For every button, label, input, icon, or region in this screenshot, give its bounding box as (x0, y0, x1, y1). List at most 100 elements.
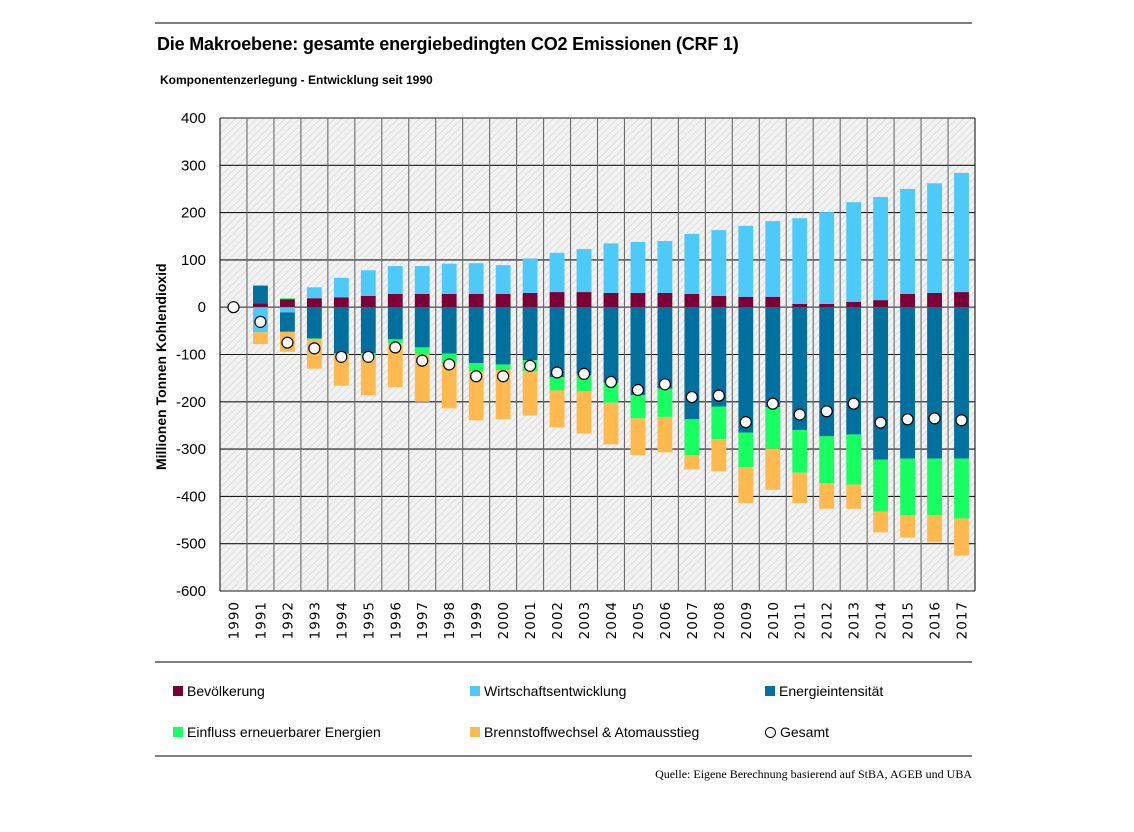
bar-segment-wirtschaftsentwicklung-1999 (468, 263, 484, 294)
bar-segment-energieintensit-t-2012 (819, 307, 835, 437)
total-marker-1997 (416, 354, 429, 367)
total-marker-2007 (685, 390, 698, 404)
bar-segment-energieintensit-t-2017 (954, 307, 969, 459)
bar-segment-wirtschaftsentwicklung-2005 (630, 241, 646, 294)
bar-segment-energieintensit-t-2015 (900, 307, 916, 459)
top-rule (155, 22, 972, 24)
bar-segment-wirtschaftsentwicklung-2001 (522, 258, 538, 294)
bar-segment-energieintensit-t-2003 (576, 307, 592, 376)
total-marker-2004 (604, 375, 618, 389)
bar-segment-einfluss-erneuerbarer-energien-2017 (954, 458, 969, 519)
bar-segment-bev-lkerung-2002 (549, 292, 565, 308)
bar-segment-bev-lkerung-2013 (846, 301, 862, 308)
bar-segment-energieintensit-t-1991 (253, 285, 268, 304)
bar-segment-bev-lkerung-2012 (819, 303, 835, 308)
chart-title: Die Makroebene: gesamte energiebedingten… (157, 34, 739, 54)
bar-segment-einfluss-erneuerbarer-energien-1997 (414, 347, 430, 355)
x-tick-label: 1996 (388, 601, 404, 639)
x-tick-label: 2007 (685, 601, 701, 639)
bar-segment-einfluss-erneuerbarer-energien-2004 (603, 382, 619, 403)
bar-segment-einfluss-erneuerbarer-energien-1999 (468, 363, 484, 372)
bar-segment-brennstoffwechsel-atomausstieg-1996 (387, 343, 403, 388)
bar-segment-brennstoffwechsel-atomausstieg-2002 (549, 390, 565, 428)
bar-segment-bev-lkerung-1999 (468, 293, 484, 308)
bar-segment-energieintensit-t-2013 (846, 307, 862, 435)
bar-segment-wirtschaftsentwicklung-2007 (684, 233, 700, 294)
bar-segment-einfluss-erneuerbarer-energien-2007 (684, 419, 700, 456)
bar-segment-bev-lkerung-2000 (495, 293, 511, 308)
bar-segment-einfluss-erneuerbarer-energien-2009 (738, 432, 754, 468)
bar-segment-energieintensit-t-2010 (765, 307, 781, 408)
x-tick-label: 2000 (496, 601, 512, 639)
bar-segment-energieintensit-t-1996 (387, 307, 403, 340)
legend-label: Gesamt (780, 724, 830, 740)
total-marker-1992 (281, 336, 294, 349)
legend-item-erneuerbare: Einfluss erneuerbarer Energien (173, 724, 381, 740)
bar-segment-brennstoffwechsel-atomausstieg-2005 (630, 418, 646, 456)
bar-segment-energieintensit-t-2001 (522, 307, 538, 361)
bar-segment-energieintensit-t-1992 (279, 312, 295, 332)
x-tick-label: 2004 (604, 601, 620, 639)
bar-segment-einfluss-erneuerbarer-energien-1996 (387, 339, 403, 344)
bar-segment-wirtschaftsentwicklung-2003 (576, 249, 592, 293)
legend-swatch (173, 686, 183, 696)
bar-segment-einfluss-erneuerbarer-energien-2000 (495, 364, 511, 371)
bar-segment-einfluss-erneuerbarer-energien-2013 (846, 434, 862, 485)
bar-segment-einfluss-erneuerbarer-energien-1991 (253, 284, 268, 286)
middle-rule (155, 661, 972, 663)
x-tick-label: 2015 (901, 601, 917, 639)
bar-segment-wirtschaftsentwicklung-2009 (738, 225, 754, 297)
total-marker-2009 (739, 416, 752, 429)
bar-segment-wirtschaftsentwicklung-2002 (549, 252, 565, 293)
source-note: Quelle: Eigene Berechnung basierend auf … (655, 767, 972, 781)
total-marker-1998 (443, 358, 456, 371)
x-tick-label: 2013 (847, 601, 863, 639)
y-tick-label: -100 (176, 347, 206, 364)
bar-segment-bev-lkerung-1998 (441, 293, 457, 308)
total-marker-1991 (254, 315, 267, 328)
bar-segment-bev-lkerung-2017 (954, 292, 969, 308)
bar-segment-brennstoffwechsel-atomausstieg-2014 (873, 511, 889, 533)
bar-segment-wirtschaftsentwicklung-2014 (873, 196, 889, 301)
total-marker-2003 (577, 367, 591, 380)
bar-segment-wirtschaftsentwicklung-1996 (387, 266, 403, 294)
bar-segment-wirtschaftsentwicklung-2010 (765, 221, 781, 297)
bar-segment-energieintensit-t-1998 (441, 307, 457, 354)
bar-segment-energieintensit-t-2008 (711, 307, 727, 407)
y-tick-label: 100 (181, 252, 206, 269)
bar-segment-brennstoffwechsel-atomausstieg-2010 (765, 448, 781, 490)
legend-swatch (765, 686, 775, 696)
bottom-rule (155, 755, 972, 757)
bar-segment-wirtschaftsentwicklung-1998 (441, 263, 457, 294)
bar-segment-wirtschaftsentwicklung-2017 (954, 172, 969, 293)
bar-segment-brennstoffwechsel-atomausstieg-2016 (927, 515, 942, 543)
bar-segment-bev-lkerung-2004 (603, 293, 619, 308)
bar-segment-wirtschaftsentwicklung-1995 (360, 270, 376, 296)
bar-segment-bev-lkerung-1995 (360, 295, 376, 308)
y-tick-label: -200 (176, 394, 206, 411)
bar-segment-energieintensit-t-2007 (684, 307, 700, 420)
bar-segment-bev-lkerung-2009 (738, 296, 754, 308)
legend-label: Brennstoffwechsel & Atomausstieg (484, 724, 700, 740)
x-tick-label: 2010 (766, 601, 782, 639)
x-tick-label: 2003 (577, 601, 593, 639)
x-tick-label: 2002 (550, 601, 566, 639)
bar-segment-einfluss-erneuerbarer-energien-2002 (549, 377, 565, 391)
bar-segment-wirtschaftsentwicklung-1994 (333, 277, 349, 298)
bar-segment-einfluss-erneuerbarer-energien-2012 (819, 436, 835, 484)
bar-segment-einfluss-erneuerbarer-energien-2010 (765, 407, 781, 449)
bar-segment-brennstoffwechsel-atomausstieg-2009 (738, 467, 754, 504)
x-tick-label: 1993 (307, 601, 323, 639)
legend-item-bevoelkerung: Bevölkerung (173, 683, 265, 699)
bar-segment-bev-lkerung-2001 (522, 293, 538, 308)
bar-segment-einfluss-erneuerbarer-energien-2014 (873, 459, 889, 512)
x-tick-label: 1999 (469, 601, 485, 639)
legend-label: Wirtschaftsentwicklung (484, 683, 627, 699)
bar-segment-einfluss-erneuerbarer-energien-2016 (927, 458, 942, 516)
total-marker-2006 (658, 378, 672, 391)
y-tick-label: 200 (181, 205, 206, 222)
bar-segment-brennstoffwechsel-atomausstieg-2001 (522, 371, 538, 416)
total-marker-2013 (847, 397, 860, 410)
total-marker-2000 (497, 370, 510, 383)
x-tick-label: 2016 (928, 601, 944, 639)
